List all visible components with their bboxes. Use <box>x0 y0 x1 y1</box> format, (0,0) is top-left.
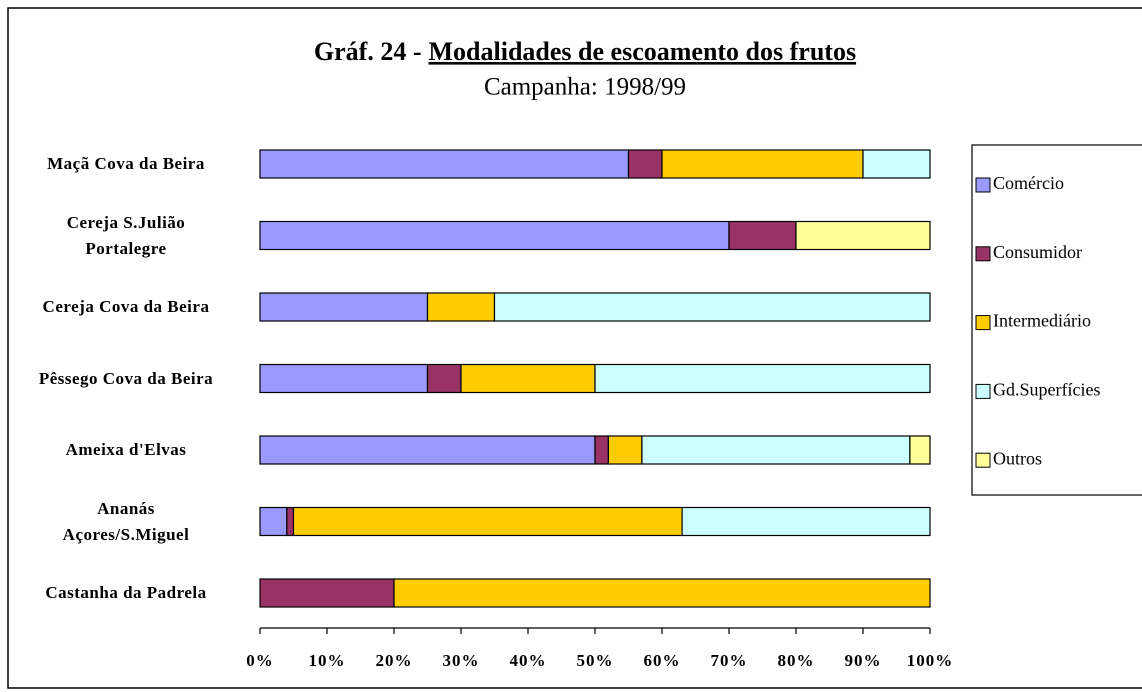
category-label: Cereja S.Julião Portalegre <box>66 212 186 258</box>
legend-label: Outros <box>993 448 1042 468</box>
bar-segment <box>426 292 496 322</box>
x-tick-label: 90% <box>845 651 882 670</box>
x-tick-label: 40% <box>510 651 547 670</box>
category-label: Castanha da Padrela <box>45 583 207 602</box>
bar-segment <box>259 292 429 322</box>
legend-swatch <box>975 315 991 331</box>
subtitle: Campanha: 1998/99 <box>484 74 686 101</box>
legend-box <box>971 144 1142 496</box>
category-label: Maçã Cova da Beira <box>47 154 205 173</box>
bar-segment <box>286 506 295 537</box>
bar-segment <box>594 435 609 465</box>
bar-segment <box>909 435 931 465</box>
x-tick-label: 60% <box>644 651 681 670</box>
bar-segment <box>259 220 730 251</box>
bar-segment <box>681 506 931 537</box>
legend-label: Gd.Superfícies <box>993 380 1100 400</box>
bar-segment <box>259 149 630 179</box>
bar-segment <box>795 220 931 251</box>
x-tick-label: 10% <box>309 651 346 670</box>
bar-segment <box>393 578 931 608</box>
x-tick-label: 50% <box>577 651 614 670</box>
legend-swatch <box>975 383 991 399</box>
bar-segment <box>460 363 596 394</box>
bar-segment <box>493 292 931 322</box>
legend-label: Comércio <box>993 173 1064 193</box>
x-tick-label: 100% <box>907 651 954 670</box>
bar-segment <box>607 435 643 465</box>
bar-segment <box>627 149 663 179</box>
bar-segment <box>259 578 395 608</box>
legend-label: Consumidor <box>993 242 1082 262</box>
bar-segment <box>292 506 683 537</box>
category-label: Ameixa d'Elvas <box>65 440 187 459</box>
bar-segment <box>426 363 462 394</box>
legend-swatch <box>975 177 991 193</box>
x-tick-label: 30% <box>443 651 480 670</box>
title-prefix: Gráf. 24 - <box>314 37 422 66</box>
x-tick-label: 70% <box>711 651 748 670</box>
category-label: Ananás Açores/S.Miguel <box>62 498 190 544</box>
legend-label: Intermediário <box>993 311 1091 331</box>
category-label: Cereja Cova da Beira <box>42 297 210 316</box>
chart-title: Gráf. 24 - Modalidades de escoamento dos … <box>314 37 856 66</box>
x-tick-label: 80% <box>778 651 815 670</box>
bar-segment <box>862 149 931 179</box>
bar-segment <box>641 435 911 465</box>
category-label: Pêssego Cova da Beira <box>38 368 214 388</box>
bar-segment <box>259 506 288 537</box>
legend-swatch <box>975 246 991 262</box>
bar-segment <box>661 149 864 179</box>
bar-segment <box>259 363 429 394</box>
bar-segment <box>259 435 596 465</box>
x-tick-label: 20% <box>376 651 413 670</box>
bar-segment <box>728 220 797 251</box>
legend-swatch <box>975 452 991 468</box>
frame <box>7 7 1142 689</box>
bar-segment <box>594 363 931 394</box>
title-main: Modalidades de escoamento dos frutos <box>429 37 857 66</box>
x-tick-label: 0% <box>246 651 274 670</box>
